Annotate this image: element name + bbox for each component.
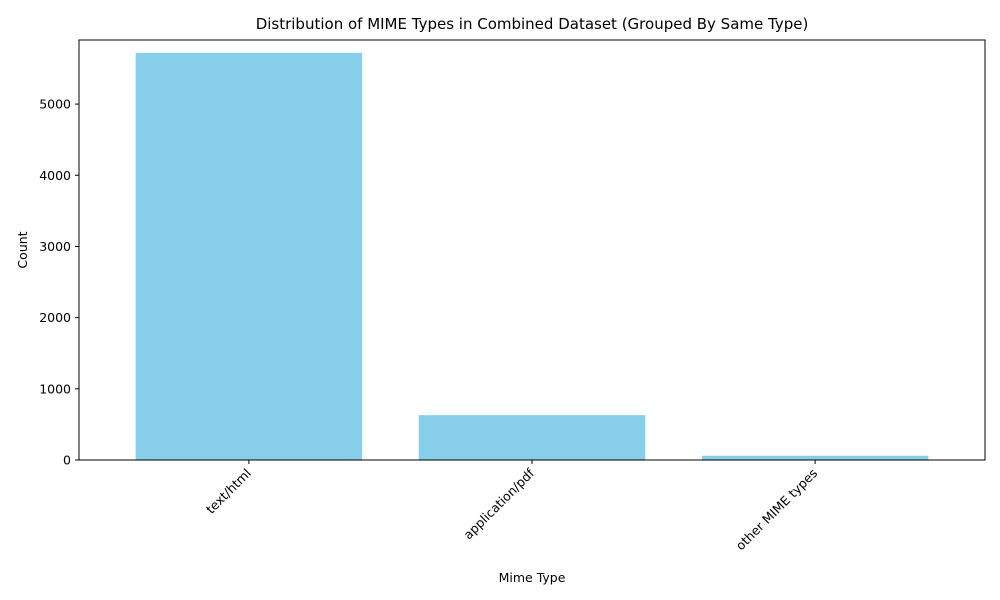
x-axis-label: Mime Type [499, 570, 566, 585]
y-axis-label: Count [15, 231, 30, 268]
y-axis: 0 1000 2000 3000 4000 5000 [39, 97, 79, 468]
x-tick-label-2: other MIME types [733, 466, 821, 554]
y-tick-label-0: 0 [63, 453, 71, 468]
bar-0 [135, 52, 363, 460]
plot-frame [78, 39, 986, 461]
y-tick-label-5: 5000 [39, 97, 71, 112]
x-tick-label-0: text/html [203, 466, 254, 517]
y-tick-label-2: 2000 [39, 310, 71, 325]
x-axis: text/html application/pdf other MIME types [203, 460, 820, 553]
y-tick-label-3: 3000 [39, 239, 71, 254]
y-tick-label-4: 4000 [39, 168, 71, 183]
x-tick-label-1: application/pdf [460, 465, 537, 542]
y-tick-label-1: 1000 [39, 381, 71, 396]
bars-layer [135, 52, 929, 460]
bar-1 [418, 415, 646, 460]
chart-title: Distribution of MIME Types in Combined D… [256, 15, 809, 33]
bar-2 [701, 455, 929, 460]
